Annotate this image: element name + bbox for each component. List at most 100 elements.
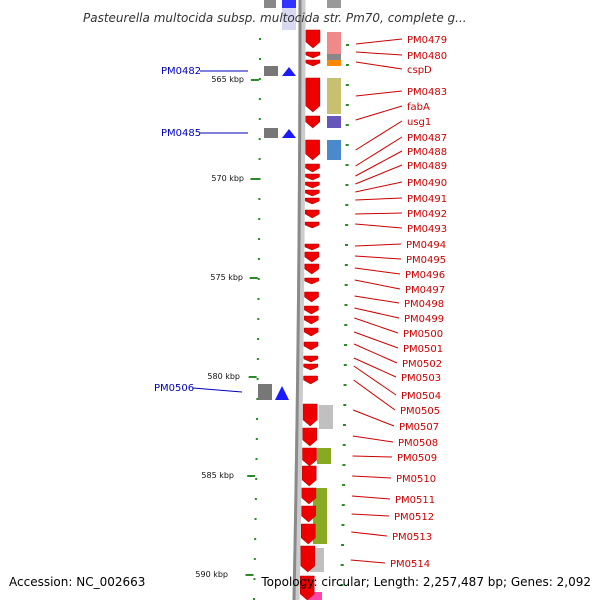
forward-gene-arrow[interactable] <box>305 181 320 189</box>
minor-tick <box>344 324 348 326</box>
forward-gene-arrow[interactable] <box>303 375 318 385</box>
accession: Accession: NC_002663 <box>9 575 145 589</box>
gene-label[interactable]: PM0489 <box>407 161 447 172</box>
leader-line <box>355 150 403 177</box>
gene-label[interactable]: PM0510 <box>396 474 436 485</box>
forward-gene-arrow[interactable] <box>303 355 319 363</box>
forward-gene-arrow[interactable] <box>304 251 320 263</box>
minor-tick <box>340 584 344 586</box>
forward-gene-arrow[interactable] <box>300 523 316 545</box>
forward-gene-arrow[interactable] <box>305 29 321 49</box>
minor-tick <box>343 364 347 366</box>
gene-label[interactable]: PM0511 <box>395 495 435 506</box>
forward-gene-arrow[interactable] <box>304 277 319 285</box>
forward-gene-arrow[interactable] <box>304 291 319 303</box>
gene-label[interactable]: PM0503 <box>401 373 441 384</box>
forward-gene-arrow[interactable] <box>305 77 321 113</box>
gene-label[interactable]: PM0508 <box>398 438 438 449</box>
gene-label[interactable]: PM0480 <box>407 51 447 62</box>
minor-tick <box>343 384 347 386</box>
gene-label[interactable]: PM0491 <box>407 194 447 205</box>
forward-gene-arrow[interactable] <box>305 59 321 67</box>
forward-gene-arrow[interactable] <box>302 447 317 467</box>
gene-label[interactable]: PM0502 <box>402 359 442 370</box>
gene-label[interactable]: PM0479 <box>407 35 447 46</box>
forward-gene-arrow[interactable] <box>302 403 318 427</box>
minor-tick <box>345 44 349 46</box>
forward-gene-arrow[interactable] <box>302 427 318 447</box>
gene-label[interactable]: PM0498 <box>404 299 444 310</box>
forward-gene-arrow[interactable] <box>305 115 321 129</box>
gene-label[interactable]: PM0485 <box>161 128 201 139</box>
forward-gene-arrow[interactable] <box>303 363 319 371</box>
feature-box <box>317 448 331 464</box>
tick-label: 580 kbp <box>207 372 240 381</box>
gene-label[interactable]: PM0500 <box>403 329 443 340</box>
gene-label[interactable]: PM0499 <box>404 314 444 325</box>
gene-label[interactable]: PM0482 <box>161 66 201 77</box>
minor-tick <box>258 198 261 200</box>
feature-box <box>327 60 341 66</box>
major-tick <box>249 277 258 279</box>
gene-label[interactable]: cspD <box>407 65 432 76</box>
major-tick <box>245 574 254 576</box>
gene-label[interactable]: PM0494 <box>406 240 446 251</box>
gene-label[interactable]: PM0507 <box>399 422 439 433</box>
gene-label[interactable]: PM0490 <box>407 178 447 189</box>
gene-label[interactable]: PM0492 <box>407 209 447 220</box>
forward-gene-arrow[interactable] <box>305 173 320 181</box>
gene-label[interactable]: PM0495 <box>406 255 446 266</box>
minor-tick <box>258 78 261 80</box>
gene-label[interactable]: fabA <box>407 102 430 113</box>
feature-box <box>327 0 341 8</box>
feature-box <box>327 54 341 60</box>
gene-label[interactable]: PM0483 <box>407 87 447 98</box>
major-tick <box>247 475 256 477</box>
minor-tick <box>345 104 349 106</box>
forward-gene-arrow[interactable] <box>304 243 320 251</box>
gene-label[interactable]: PM0512 <box>394 512 434 523</box>
gene-label[interactable]: PM0509 <box>397 453 437 464</box>
gene-label[interactable]: PM0513 <box>392 532 432 543</box>
forward-gene-arrow[interactable] <box>305 197 320 205</box>
forward-gene-arrow[interactable] <box>304 305 319 315</box>
minor-tick <box>345 124 349 126</box>
tick-label: 585 kbp <box>201 471 234 480</box>
map-title: Pasteurella multocida subsp. multocida s… <box>83 11 467 25</box>
minor-tick <box>345 224 349 226</box>
minor-tick <box>254 498 257 500</box>
minor-tick <box>258 58 261 60</box>
forward-gene-arrow[interactable] <box>301 505 316 523</box>
gene-label[interactable]: PM0501 <box>403 344 443 355</box>
reverse-gene-arrow <box>282 129 296 138</box>
gene-label[interactable]: PM0514 <box>390 559 430 570</box>
forward-gene-arrow[interactable] <box>305 139 320 161</box>
minor-tick <box>341 504 345 506</box>
forward-gene-arrow[interactable] <box>305 51 321 59</box>
forward-gene-arrow[interactable] <box>304 263 320 275</box>
forward-gene-arrow[interactable] <box>304 209 320 219</box>
forward-gene-arrow[interactable] <box>304 315 319 325</box>
gene-label[interactable]: PM0504 <box>401 391 441 402</box>
forward-gene-arrow[interactable] <box>304 221 320 229</box>
gene-label[interactable]: PM0488 <box>407 147 447 158</box>
forward-gene-arrow[interactable] <box>300 545 316 573</box>
gene-label[interactable]: PM0506 <box>154 383 194 394</box>
forward-gene-arrow[interactable] <box>301 465 317 487</box>
leader-line <box>353 331 399 349</box>
minor-tick <box>345 84 349 86</box>
forward-gene-arrow[interactable] <box>305 189 320 197</box>
gene-label[interactable]: PM0497 <box>405 285 445 296</box>
reverse-gene-arrow <box>275 386 289 400</box>
gene-label[interactable]: PM0505 <box>400 406 440 417</box>
forward-gene-arrow[interactable] <box>299 575 315 600</box>
gene-label[interactable]: PM0487 <box>407 133 447 144</box>
forward-gene-arrow[interactable] <box>305 163 320 173</box>
forward-gene-arrow[interactable] <box>301 487 317 505</box>
gene-label[interactable]: PM0496 <box>405 270 445 281</box>
forward-gene-arrow[interactable] <box>303 341 319 351</box>
forward-gene-arrow[interactable] <box>303 327 319 337</box>
leader-line <box>351 495 391 500</box>
gene-label[interactable]: usg1 <box>407 117 431 128</box>
gene-label[interactable]: PM0493 <box>407 224 447 235</box>
